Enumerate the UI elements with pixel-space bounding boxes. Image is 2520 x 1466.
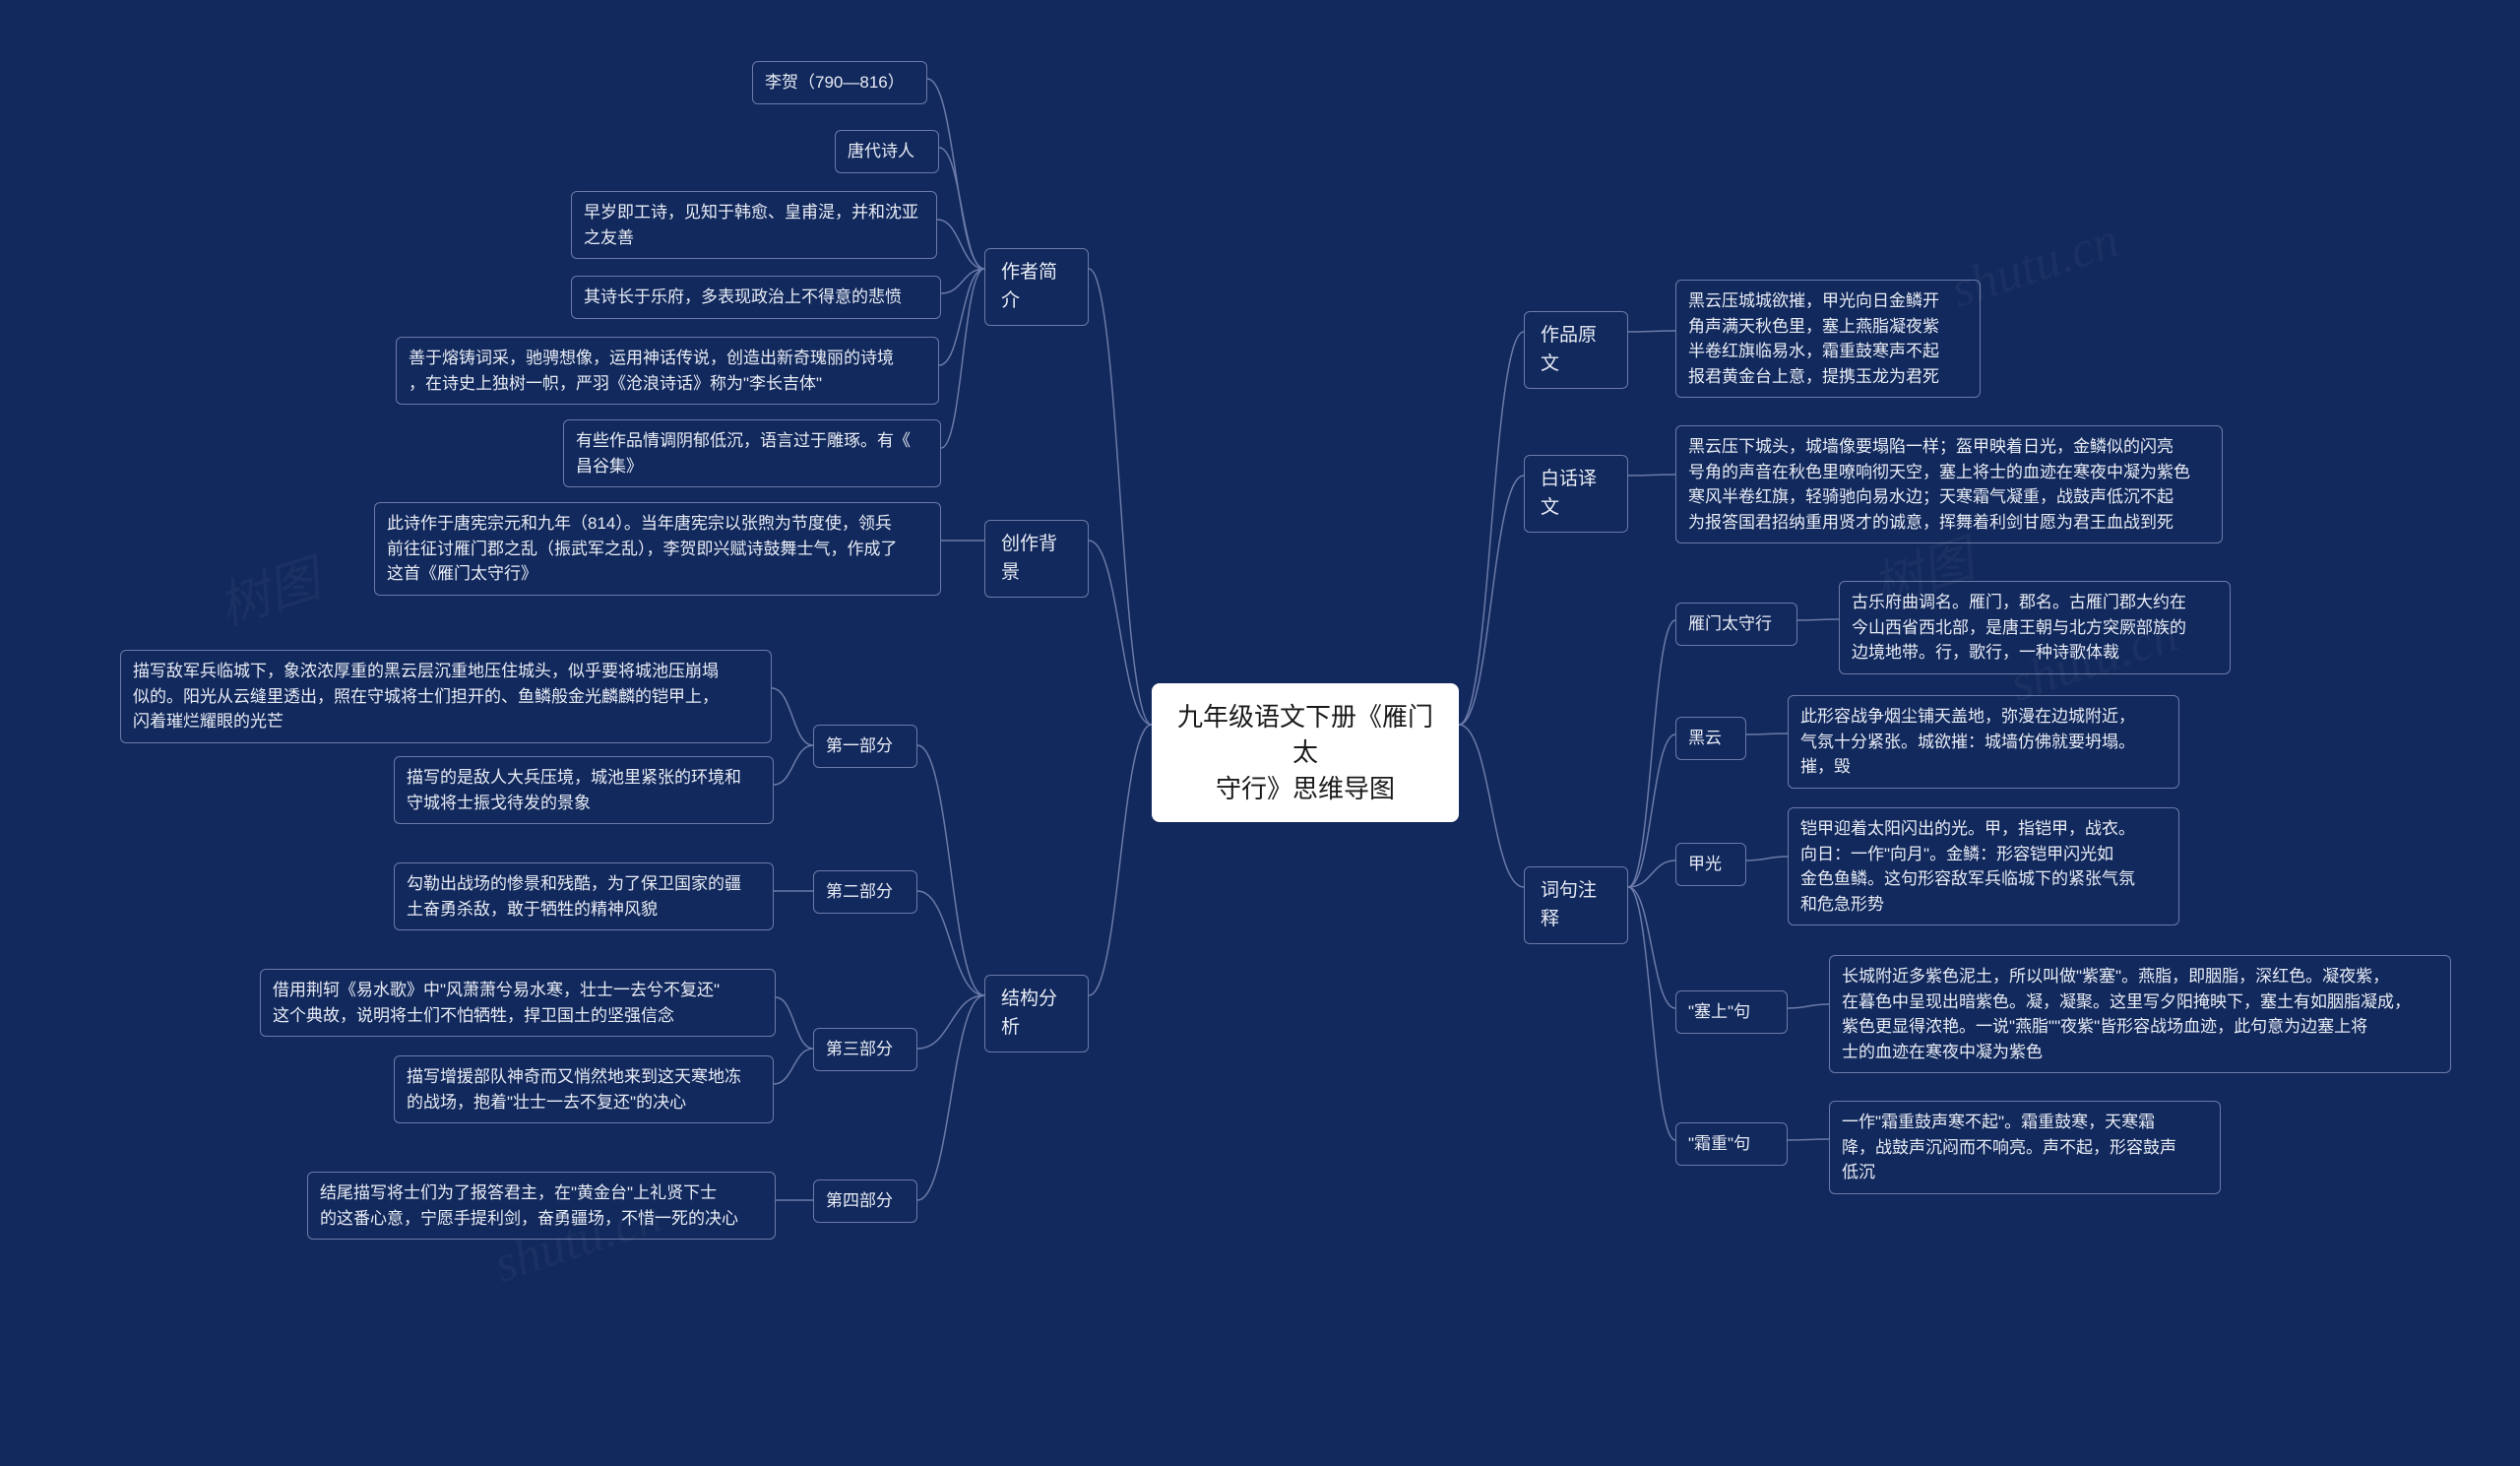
leaf-node: 铠甲迎着太阳闪出的光。甲，指铠甲，战衣。向日：一作"向月"。金鳞：形容铠甲闪光如… <box>1788 807 2179 925</box>
branch-node: 作品原文 <box>1524 311 1628 389</box>
leaf-node: 其诗长于乐府，多表现政治上不得意的悲愤 <box>571 276 941 319</box>
leaf-node: 早岁即工诗，见知于韩愈、皇甫湜，并和沈亚之友善 <box>571 191 937 259</box>
leaf-node: 描写增援部队神奇而又悄然地来到这天寒地冻的战场，抱着"壮士一去不复还"的决心 <box>394 1055 774 1123</box>
leaf-node: 甲光 <box>1675 843 1746 886</box>
leaf-node: 李贺（790—816） <box>752 61 927 104</box>
leaf-node: 有些作品情调阴郁低沉，语言过于雕琢。有《昌谷集》 <box>563 419 941 487</box>
leaf-node: 此形容战争烟尘铺天盖地，弥漫在边城附近，气氛十分紧张。城欲摧：城墙仿佛就要坍塌。… <box>1788 695 2179 789</box>
leaf-node: 长城附近多紫色泥土，所以叫做"紫塞"。燕脂，即胭脂，深红色。凝夜紫，在暮色中呈现… <box>1829 955 2451 1073</box>
root-node: 九年级语文下册《雁门太守行》思维导图 <box>1152 683 1459 822</box>
leaf-node: 第二部分 <box>813 870 917 914</box>
leaf-node: 此诗作于唐宪宗元和九年（814）。当年唐宪宗以张煦为节度使，领兵前往征讨雁门郡之… <box>374 502 941 596</box>
leaf-node: "霜重"句 <box>1675 1122 1788 1166</box>
branch-node: 作者简介 <box>984 248 1089 326</box>
leaf-node: 黑云压城城欲摧，甲光向日金鳞开角声满天秋色里，塞上燕脂凝夜紫半卷红旗临易水，霜重… <box>1675 280 1981 398</box>
leaf-node: 第三部分 <box>813 1028 917 1071</box>
branch-node: 白话译文 <box>1524 455 1628 533</box>
leaf-node: 描写敌军兵临城下，象浓浓厚重的黑云层沉重地压住城头，似乎要将城池压崩塌似的。阳光… <box>120 650 772 743</box>
leaf-node: 勾勒出战场的惨景和残酷，为了保卫国家的疆土奋勇杀敌，敢于牺牲的精神风貌 <box>394 862 774 930</box>
leaf-node: 黑云 <box>1675 717 1746 760</box>
leaf-node: 结尾描写将士们为了报答君主，在"黄金台"上礼贤下士的这番心意，宁愿手提利剑，奋勇… <box>307 1172 776 1240</box>
leaf-node: "塞上"句 <box>1675 990 1788 1034</box>
branch-node: 创作背景 <box>984 520 1089 598</box>
leaf-node: 第一部分 <box>813 725 917 768</box>
leaf-node: 描写的是敌人大兵压境，城池里紧张的环境和守城将士振戈待发的景象 <box>394 756 774 824</box>
leaf-node: 一作"霜重鼓声寒不起"。霜重鼓寒，天寒霜降，战鼓声沉闷而不响亮。声不起，形容鼓声… <box>1829 1101 2221 1194</box>
leaf-node: 善于熔铸词采，驰骋想像，运用神话传说，创造出新奇瑰丽的诗境，在诗史上独树一帜，严… <box>396 337 939 405</box>
leaf-node: 唐代诗人 <box>835 130 939 173</box>
leaf-node: 借用荆轲《易水歌》中"风萧萧兮易水寒，壮士一去兮不复还"这个典故，说明将士们不怕… <box>260 969 776 1037</box>
leaf-node: 黑云压下城头，城墙像要塌陷一样；盔甲映着日光，金鳞似的闪亮号角的声音在秋色里嘹响… <box>1675 425 2223 543</box>
branch-node: 结构分析 <box>984 975 1089 1052</box>
leaf-node: 第四部分 <box>813 1179 917 1223</box>
branch-node: 词句注释 <box>1524 866 1628 944</box>
leaf-node: 古乐府曲调名。雁门，郡名。古雁门郡大约在今山西省西北部，是唐王朝与北方突厥部族的… <box>1839 581 2231 674</box>
leaf-node: 雁门太守行 <box>1675 603 1797 646</box>
watermark: 树图 <box>208 538 328 639</box>
